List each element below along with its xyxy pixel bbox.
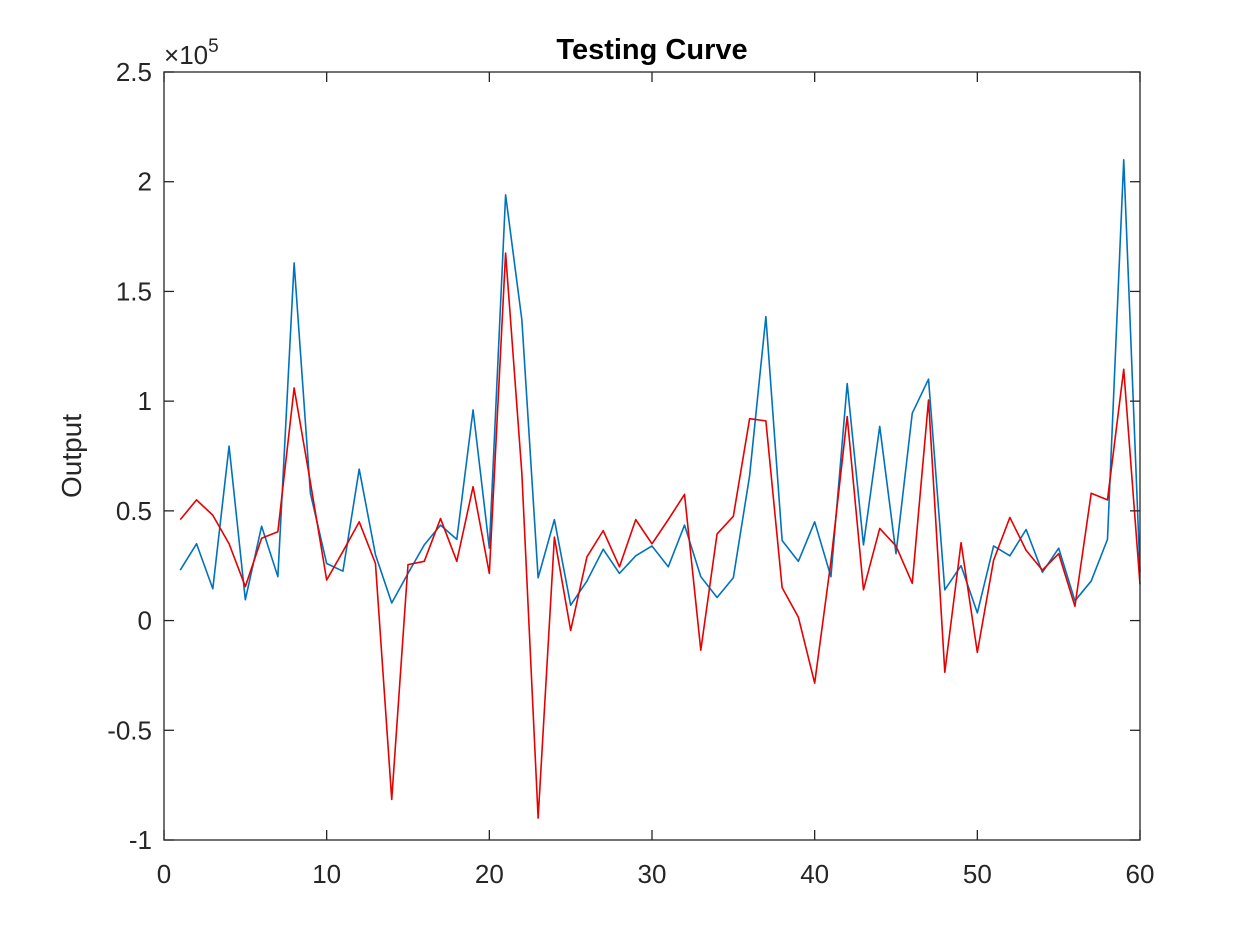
y-tick-label: 2 — [138, 167, 152, 197]
series-2-line — [179, 252, 1141, 819]
y-tick-label: 0 — [138, 606, 152, 636]
axes-layer — [163, 71, 1141, 841]
y-tick-label: -0.5 — [107, 715, 152, 745]
x-tick-label: 10 — [312, 859, 341, 889]
series-2 — [179, 252, 1141, 819]
y-exponent-power: 5 — [208, 36, 219, 57]
x-tick-label: 40 — [800, 859, 829, 889]
y-axis-exponent: ×105 — [164, 36, 219, 70]
series-1 — [179, 158, 1141, 614]
x-tick-label: 20 — [475, 859, 504, 889]
tick-labels: 0 10 20 30 40 50 60 -1 -0.5 0 0.5 1 1.5 2 2.5 — [107, 57, 1154, 889]
y-tick-label: 1.5 — [116, 276, 152, 306]
x-tick-label: 30 — [638, 859, 667, 889]
y-axis-label: Output — [56, 414, 87, 498]
series-1-line — [179, 158, 1141, 614]
x-tick-label: 50 — [963, 859, 992, 889]
y-tick-label: -1 — [129, 825, 152, 855]
plot-area — [164, 72, 1140, 840]
chart-title: Testing Curve — [556, 34, 747, 66]
y-tick-label: 1 — [138, 386, 152, 416]
x-tick-label: 0 — [157, 859, 171, 889]
series-layer — [179, 158, 1141, 819]
y-tick-label: 0.5 — [116, 496, 152, 526]
y-exponent-times: × — [164, 40, 179, 70]
y-exponent-base: 10 — [179, 40, 208, 70]
x-tick-label: 60 — [1126, 859, 1155, 889]
y-tick-label: 2.5 — [116, 57, 152, 87]
